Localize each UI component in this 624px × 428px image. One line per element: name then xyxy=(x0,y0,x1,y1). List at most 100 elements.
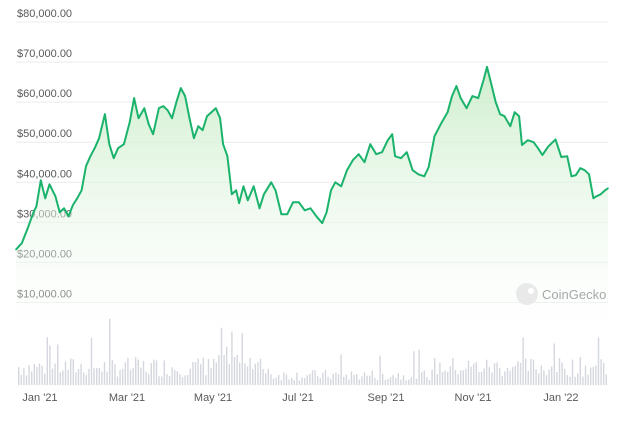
price-point xyxy=(184,95,186,97)
price-point xyxy=(575,174,577,176)
volume-bar xyxy=(564,369,566,385)
price-point xyxy=(441,121,443,123)
price-point xyxy=(369,143,372,145)
volume-bar xyxy=(189,368,191,385)
volume-bar xyxy=(111,359,113,385)
price-point xyxy=(235,189,237,192)
price-point xyxy=(599,193,602,196)
volume-bar xyxy=(525,358,527,385)
x-tick-label: May '21 xyxy=(194,392,232,404)
volume-bar xyxy=(62,370,64,385)
volume-bar xyxy=(553,343,555,385)
volume-bar xyxy=(226,346,228,385)
volume-bar xyxy=(51,368,54,385)
price-point xyxy=(247,199,249,202)
volume-bar xyxy=(350,371,353,385)
price-point xyxy=(93,147,96,149)
volume-bar xyxy=(322,372,324,385)
price-point xyxy=(490,83,493,85)
volume-bar xyxy=(57,344,59,385)
volume-bar xyxy=(340,354,342,385)
volume-bar xyxy=(486,359,488,385)
volume-bar xyxy=(522,337,524,385)
price-point xyxy=(117,147,119,149)
volume-bar xyxy=(579,357,581,385)
price-point xyxy=(532,141,535,143)
volume-bar xyxy=(447,371,449,385)
volume-bar xyxy=(488,367,490,385)
price-area-fill xyxy=(16,66,608,343)
coingecko-logo-icon xyxy=(516,283,538,305)
volume-bar xyxy=(519,363,522,385)
volume-bar xyxy=(356,373,358,385)
volume-bar xyxy=(176,371,178,385)
volume-bar xyxy=(25,375,28,385)
price-point xyxy=(180,87,182,89)
volume-bar xyxy=(44,373,46,385)
price-point xyxy=(334,181,337,184)
volume-bar xyxy=(382,373,384,385)
volume-bar xyxy=(135,357,137,385)
price-point xyxy=(527,139,529,141)
volume-bar xyxy=(426,377,428,385)
price-point xyxy=(494,101,497,103)
volume-bar xyxy=(33,363,35,385)
price-point xyxy=(292,201,294,204)
volume-bar xyxy=(317,376,319,385)
volume-bar xyxy=(49,345,51,385)
volume-bar xyxy=(223,355,225,385)
volume-bar xyxy=(103,362,106,385)
volume-bar xyxy=(597,337,600,385)
price-point xyxy=(604,189,606,192)
volume-bar xyxy=(444,370,446,385)
price-point xyxy=(352,159,354,161)
volume-bar xyxy=(376,380,379,385)
volume-bar xyxy=(80,363,82,385)
price-point xyxy=(518,115,520,117)
price-point xyxy=(321,222,324,224)
volume-bar xyxy=(267,368,269,385)
price-point xyxy=(210,111,213,113)
price-point xyxy=(579,167,582,169)
volume-bar xyxy=(41,365,43,385)
volume-bar xyxy=(270,374,272,385)
volume-bar xyxy=(241,333,243,385)
volume-bar xyxy=(369,375,371,385)
volume-bar xyxy=(595,365,597,385)
volume-bar xyxy=(371,370,373,385)
volume-bar xyxy=(153,359,155,385)
volume-bar xyxy=(348,379,350,385)
volume-bar xyxy=(499,367,501,385)
x-tick-label: Jul '21 xyxy=(282,392,313,404)
volume-bar xyxy=(150,363,152,385)
price-point xyxy=(483,77,485,79)
volume-bar xyxy=(475,362,477,385)
volume-bar xyxy=(192,361,194,385)
x-tick-label: Nov '21 xyxy=(455,392,492,404)
price-point xyxy=(499,113,501,115)
price-point xyxy=(381,151,383,153)
volume-bar xyxy=(332,373,334,385)
volume-bar xyxy=(470,366,472,385)
volume-bar xyxy=(275,377,277,385)
price-point xyxy=(363,161,366,163)
volume-bar xyxy=(163,360,165,385)
volume-bar xyxy=(20,374,22,385)
price-point xyxy=(411,169,414,171)
volume-bar xyxy=(306,375,308,385)
price-area xyxy=(15,65,609,343)
price-point xyxy=(406,151,408,153)
volume-bar xyxy=(330,378,332,385)
price-point xyxy=(588,173,590,176)
price-point xyxy=(357,153,360,155)
price-point xyxy=(554,138,557,141)
price-point xyxy=(89,155,92,157)
price-point xyxy=(346,169,348,171)
volume-bar xyxy=(436,374,438,385)
volume-bar xyxy=(262,369,264,385)
price-point xyxy=(375,153,378,155)
volume-bar xyxy=(181,377,184,385)
price-point xyxy=(427,166,430,168)
price-point xyxy=(477,97,480,99)
